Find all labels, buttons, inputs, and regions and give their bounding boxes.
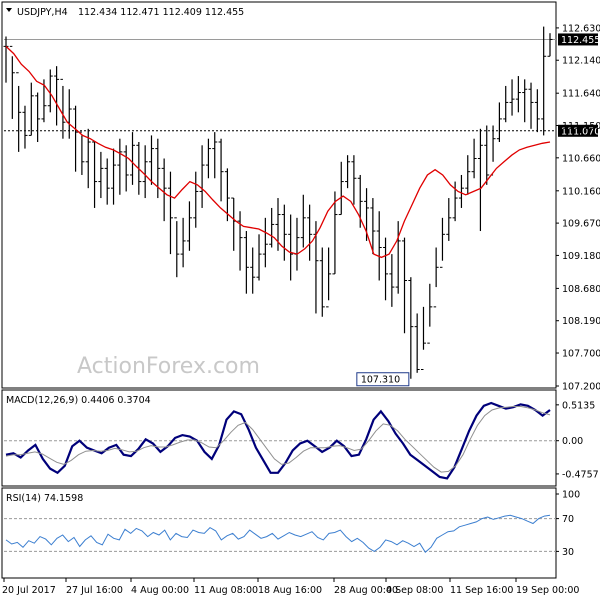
symbol-timeframe: USDJPY,H4 — [17, 7, 68, 18]
time-tick-label: 18 Aug 16:00 — [258, 585, 322, 596]
price-tick-label: 109.180 — [562, 251, 600, 262]
price-tick-label: 110.160 — [562, 186, 600, 197]
current-price-label: 112.455 — [561, 35, 600, 46]
low-annotation-label: 107.310 — [361, 375, 400, 386]
rsi-tick-label: 70 — [562, 514, 574, 525]
macd-title: MACD(12,26,9) 0.4406 0.3704 — [6, 395, 151, 406]
rsi-axis: 100 70 30 — [556, 490, 580, 558]
price-tick-label: 107.200 — [562, 382, 600, 393]
price-tick-label: 110.660 — [562, 153, 600, 164]
time-tick-label: 27 Jul 16:00 — [66, 585, 123, 596]
rsi-panel — [2, 488, 556, 578]
time-tick-label: 11 Aug 08:00 — [194, 585, 258, 596]
price-panel — [2, 2, 556, 388]
rsi-line — [6, 515, 550, 552]
price-tick-label: 109.670 — [562, 219, 600, 230]
dropdown-arrow-icon[interactable] — [6, 8, 12, 12]
macd-axis: 0.5135 0.00 -0.4757 — [556, 400, 599, 480]
price-tick-label: 111.640 — [562, 89, 600, 100]
price-tick-label: 108.680 — [562, 284, 600, 295]
price-tick-label: 107.700 — [562, 349, 600, 360]
price-tick-label: 111.150 — [562, 121, 600, 132]
macd-tick-label: -0.4757 — [562, 469, 599, 480]
price-axis: 112.630 112.140 111.640 111.150 110.660 110.1… — [556, 23, 600, 392]
rsi-tick-label: 100 — [562, 490, 580, 501]
time-tick-label: 11 Sep 16:00 — [450, 585, 513, 596]
time-tick-label: 19 Sep 00:00 — [516, 585, 579, 596]
rsi-tick-label: 30 — [562, 547, 574, 558]
time-axis: 20 Jul 2017 27 Jul 16:00 4 Aug 00:00 11 Aug… — [2, 578, 579, 596]
rsi-series — [4, 515, 556, 552]
price-tick-label: 108.190 — [562, 316, 600, 327]
time-tick-label: 20 Jul 2017 — [2, 585, 56, 596]
price-tick-label: 112.140 — [562, 56, 600, 67]
watermark-text: ActionForex.com — [77, 354, 260, 379]
macd-series — [4, 403, 556, 478]
ohlc-readout: 112.434 112.471 112.409 112.455 — [78, 7, 244, 18]
macd-signal-line — [6, 407, 550, 473]
macd-tick-label: 0.5135 — [562, 400, 595, 411]
price-tick-label: 112.630 — [562, 23, 600, 34]
time-tick-label: 4 Aug 00:00 — [131, 585, 189, 596]
rsi-title: RSI(14) 74.1598 — [6, 493, 83, 504]
macd-line — [6, 403, 550, 478]
macd-tick-label: 0.00 — [562, 436, 583, 447]
time-tick-label: 4 Sep 08:00 — [386, 585, 443, 596]
